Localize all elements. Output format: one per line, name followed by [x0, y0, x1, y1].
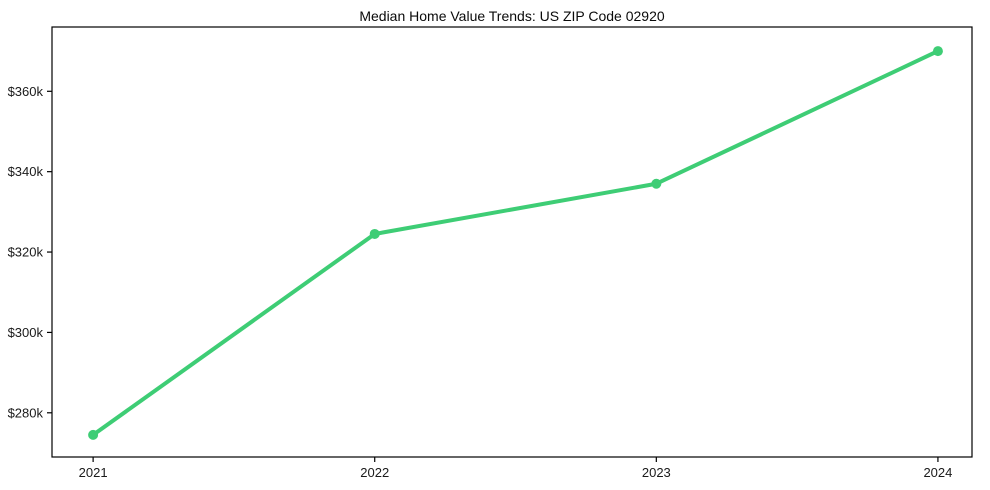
x-axis-tick-label: 2024: [923, 465, 952, 480]
x-axis-tick-label: 2023: [642, 465, 671, 480]
data-point-marker: [369, 228, 380, 239]
plot-frame: [51, 26, 973, 458]
data-point-marker: [651, 178, 662, 189]
x-axis-tick-label: 2022: [360, 465, 389, 480]
y-axis-tick-label: $360k: [8, 84, 44, 99]
chart-title: Median Home Value Trends: US ZIP Code 02…: [359, 8, 665, 24]
trend-line: [91, 49, 940, 437]
x-axis-tick-label: 2021: [79, 465, 108, 480]
y-axis-tick-label: $300k: [8, 325, 44, 340]
y-axis-tick-label: $320k: [8, 245, 44, 260]
y-axis-tick-label: $280k: [8, 405, 44, 420]
data-point-marker: [932, 46, 943, 57]
data-point-marker: [88, 429, 99, 440]
y-axis-tick-label: $340k: [8, 164, 44, 179]
